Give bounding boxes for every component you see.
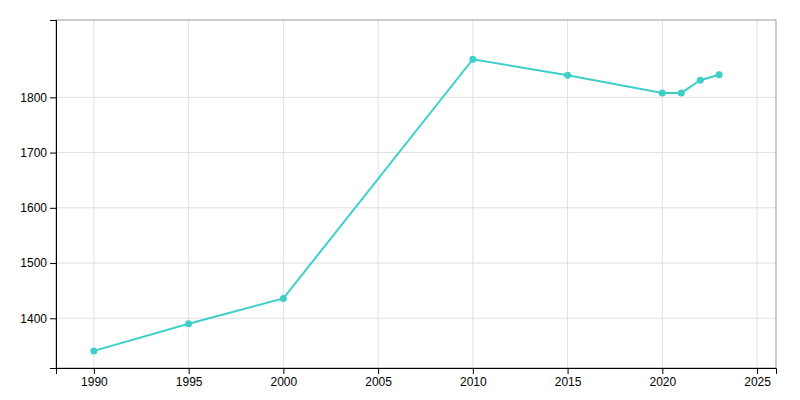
grid-line-y xyxy=(56,318,776,319)
point xyxy=(469,56,476,63)
tick-mark xyxy=(50,153,56,154)
tick-mark xyxy=(662,368,663,374)
tick: 1400 xyxy=(20,312,56,326)
tick-label: 2020 xyxy=(649,375,676,389)
grid-line-x xyxy=(757,20,758,368)
plot-area: 1990 1995 2000 2005 2010 2015 2020 2025 1400 1500… xyxy=(20,20,776,389)
tick-label: 2015 xyxy=(555,375,582,389)
grid-line-y xyxy=(56,152,776,153)
point xyxy=(280,295,287,302)
tick: 1990 xyxy=(81,368,108,389)
tick-label: 1600 xyxy=(20,201,47,215)
grid-line-x xyxy=(93,20,94,368)
grid-line-y xyxy=(56,97,776,98)
tick-mark xyxy=(94,368,95,374)
point xyxy=(678,89,685,96)
plot-frame xyxy=(56,20,776,368)
point xyxy=(697,77,704,84)
tick-mark xyxy=(378,368,379,374)
tick: 1700 xyxy=(20,146,56,160)
x-axis: 1990 1995 2000 2005 2010 2015 2020 2025 xyxy=(57,368,777,389)
tick-mark xyxy=(283,368,284,374)
tick: 1600 xyxy=(20,201,56,215)
tick: 2000 xyxy=(271,368,298,389)
tick: 2020 xyxy=(649,368,676,389)
tick-label: 1990 xyxy=(81,375,108,389)
tick-mark xyxy=(50,318,56,319)
tick-label: 1400 xyxy=(20,312,47,326)
tick-mark xyxy=(757,368,758,374)
axis-line xyxy=(57,369,777,375)
series xyxy=(90,56,722,355)
grid-line-x xyxy=(378,20,379,368)
tick: 1995 xyxy=(176,368,203,389)
tick-mark xyxy=(568,368,569,374)
grid-line-y xyxy=(56,263,776,264)
tick: 1500 xyxy=(20,256,56,270)
tick-label: 2025 xyxy=(744,375,771,389)
tick-mark xyxy=(50,97,56,98)
axis-line xyxy=(50,21,57,369)
grid-line-x xyxy=(662,20,663,368)
tick-label: 2000 xyxy=(271,375,298,389)
tick-label: 1800 xyxy=(20,91,47,105)
grid-line-y xyxy=(56,207,776,208)
point xyxy=(716,71,723,78)
point xyxy=(564,72,571,79)
tick-label: 1995 xyxy=(176,375,203,389)
tick-mark xyxy=(473,368,474,374)
tick: 2005 xyxy=(365,368,392,389)
tick-label: 2010 xyxy=(460,375,487,389)
grid xyxy=(56,20,776,368)
tick: 2025 xyxy=(744,368,771,389)
grid-line-x xyxy=(472,20,473,368)
y-axis: 1400 1500 1600 1700 1800 xyxy=(20,21,56,369)
point xyxy=(90,347,97,354)
tick: 1800 xyxy=(20,91,56,105)
grid-line-x xyxy=(188,20,189,368)
line xyxy=(94,59,719,351)
tick-label: 1700 xyxy=(20,146,47,160)
tick: 2015 xyxy=(555,368,582,389)
tick-mark xyxy=(50,263,56,264)
tick-mark xyxy=(189,368,190,374)
point xyxy=(659,89,666,96)
tick-label: 2005 xyxy=(365,375,392,389)
tick-mark xyxy=(50,208,56,209)
grid-line-x xyxy=(283,20,284,368)
tick-label: 1500 xyxy=(20,256,47,270)
point xyxy=(185,320,192,327)
chart: 1990 1995 2000 2005 2010 2015 2020 2025 1400 1500… xyxy=(0,0,800,400)
tick: 2010 xyxy=(460,368,487,389)
